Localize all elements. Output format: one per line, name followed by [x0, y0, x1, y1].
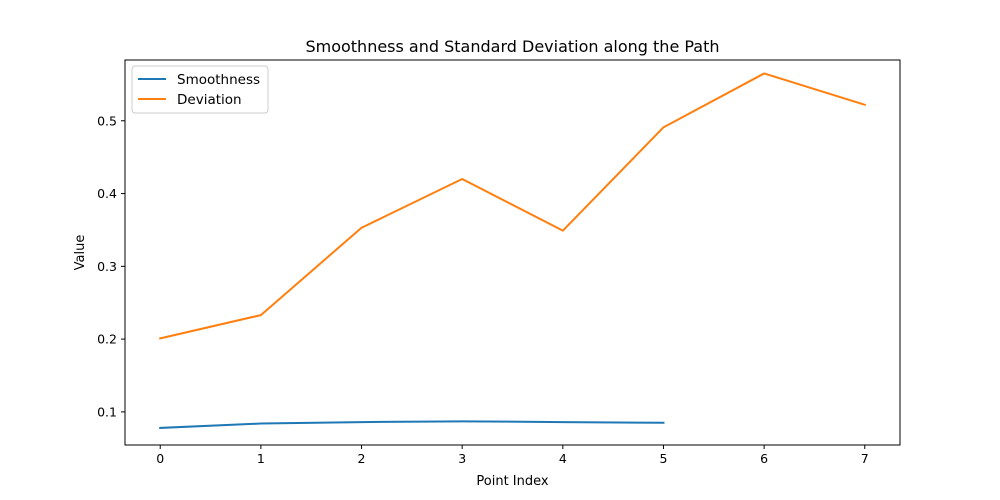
y-tick-label: 0.1: [97, 404, 117, 419]
x-tick-label: 5: [659, 451, 667, 466]
x-tick-label: 7: [861, 451, 869, 466]
legend-box: [131, 65, 269, 114]
legend: Smoothness Deviation: [131, 65, 269, 114]
chart-title: Smoothness and Standard Deviation along …: [305, 37, 719, 56]
x-tick-label: 6: [760, 451, 768, 466]
y-axis-label: Value: [73, 235, 88, 271]
y-tick-label: 0.2: [97, 332, 117, 347]
legend-label-deviation: Deviation: [177, 92, 242, 108]
legend-label-smoothness: Smoothness: [177, 72, 260, 88]
x-tick-label: 1: [257, 451, 265, 466]
x-tick-label: 2: [358, 451, 366, 466]
series-layer: [159, 72, 867, 429]
y-tick-label: 0.5: [97, 113, 117, 128]
x-tick-label: 0: [156, 451, 164, 466]
x-tick-label: 4: [559, 451, 567, 466]
y-tick-label: 0.4: [97, 186, 117, 201]
y-axis-ticks: 0.1 0.2 0.3 0.4 0.5: [97, 113, 125, 419]
series-line-deviation: [159, 72, 867, 340]
x-tick-label: 3: [458, 451, 466, 466]
y-tick-label: 0.3: [97, 259, 117, 274]
x-axis-ticks: 0 1 2 3 4 5 6 7: [156, 445, 869, 466]
x-axis-label: Point Index: [476, 474, 549, 489]
plot-frame: [124, 59, 901, 446]
series-line-smoothness: [159, 420, 665, 429]
